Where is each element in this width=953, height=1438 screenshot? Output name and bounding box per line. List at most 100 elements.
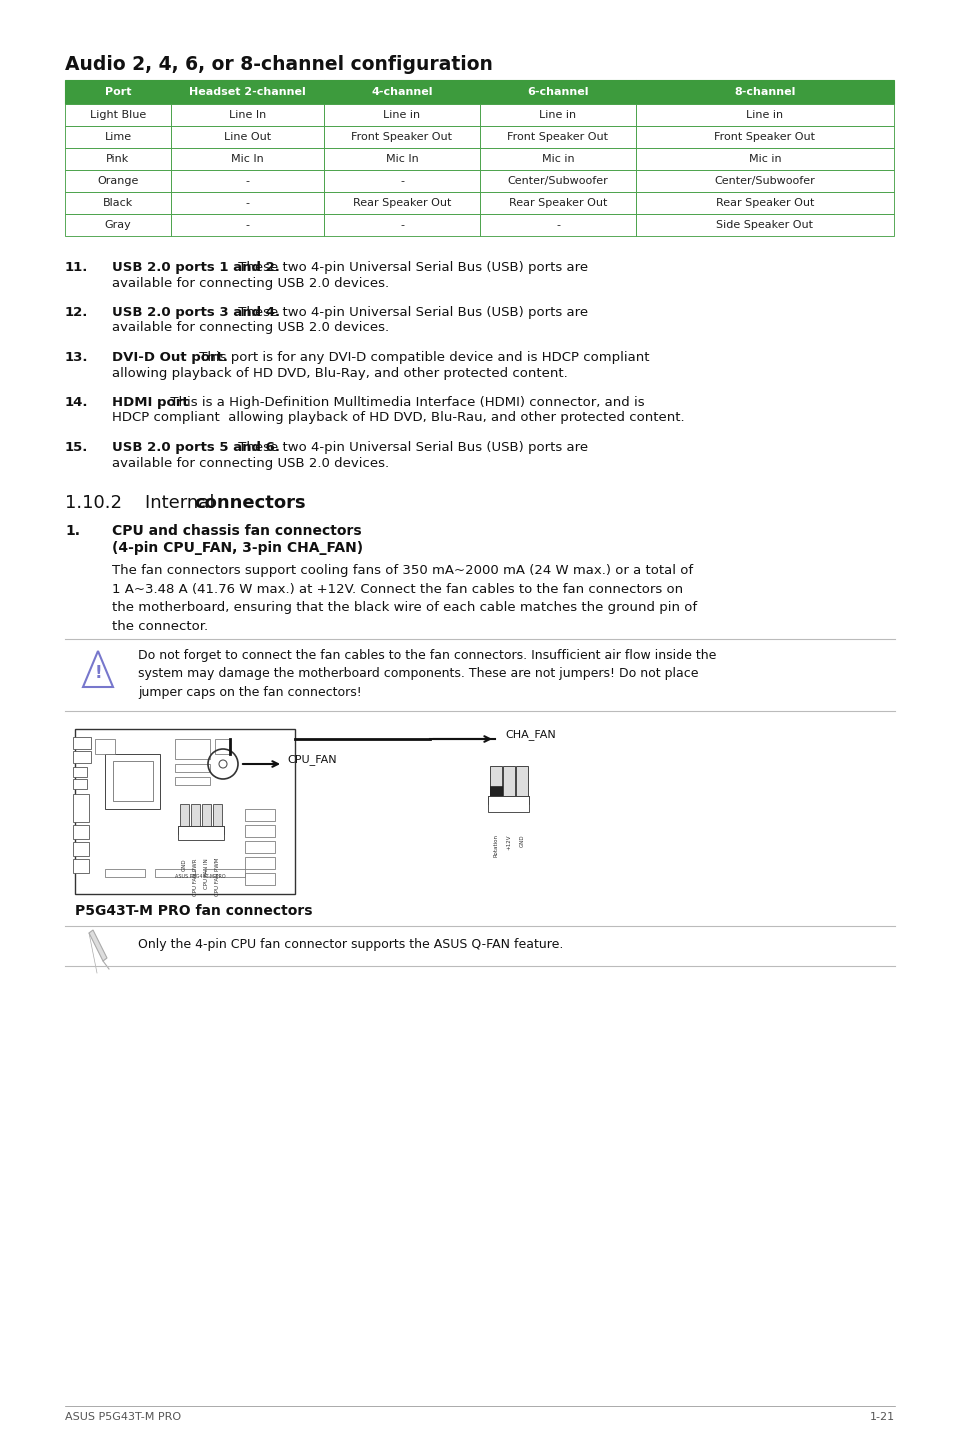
Text: ASUS P5G43T-M PRO: ASUS P5G43T-M PRO bbox=[174, 873, 226, 879]
Text: available for connecting USB 2.0 devices.: available for connecting USB 2.0 devices… bbox=[112, 456, 389, 469]
Text: Rear Speaker Out: Rear Speaker Out bbox=[508, 198, 606, 209]
Text: CPU FAN PWR: CPU FAN PWR bbox=[193, 858, 198, 896]
Text: USB 2.0 ports 5 and 6.: USB 2.0 ports 5 and 6. bbox=[112, 441, 280, 454]
Bar bbox=[205, 869, 245, 877]
Text: CPU_FAN: CPU_FAN bbox=[287, 755, 336, 765]
Bar bbox=[73, 751, 91, 764]
Bar bbox=[488, 797, 529, 804]
Bar bbox=[112, 761, 152, 801]
Bar bbox=[73, 825, 89, 838]
Text: -: - bbox=[245, 175, 250, 186]
Bar bbox=[324, 170, 479, 193]
Text: HDCP compliant  allowing playback of HD DVD, Blu-Rau, and other protected conten: HDCP compliant allowing playback of HD D… bbox=[112, 411, 684, 424]
Text: Mic In: Mic In bbox=[385, 154, 418, 164]
Bar bbox=[479, 170, 636, 193]
Bar bbox=[636, 81, 893, 104]
Bar bbox=[73, 843, 89, 856]
Text: 8-channel: 8-channel bbox=[734, 88, 795, 96]
Text: -: - bbox=[245, 220, 250, 230]
Bar bbox=[171, 170, 324, 193]
Bar bbox=[171, 81, 324, 104]
Text: HDMI port: HDMI port bbox=[112, 395, 189, 408]
Bar bbox=[95, 739, 115, 754]
Text: -: - bbox=[245, 198, 250, 209]
Bar bbox=[516, 766, 527, 797]
Text: . This is a High-Definition Mulltimedia Interface (HDMI) connector, and is: . This is a High-Definition Mulltimedia … bbox=[162, 395, 644, 408]
Text: Audio 2, 4, 6, or 8-channel configuration: Audio 2, 4, 6, or 8-channel configuratio… bbox=[65, 55, 493, 73]
Bar bbox=[636, 104, 893, 127]
Text: Side Speaker Out: Side Speaker Out bbox=[716, 220, 813, 230]
Text: 1.: 1. bbox=[65, 523, 80, 538]
Bar bbox=[479, 214, 636, 236]
Text: 11.: 11. bbox=[65, 262, 89, 275]
Bar bbox=[174, 739, 210, 759]
Text: GND: GND bbox=[182, 858, 187, 870]
Bar bbox=[214, 739, 230, 754]
Text: Rear Speaker Out: Rear Speaker Out bbox=[353, 198, 451, 209]
Bar bbox=[171, 214, 324, 236]
Bar bbox=[180, 804, 189, 825]
Text: USB 2.0 ports 1 and 2.: USB 2.0 ports 1 and 2. bbox=[112, 262, 279, 275]
Bar bbox=[324, 193, 479, 214]
Bar bbox=[479, 193, 636, 214]
Text: Line in: Line in bbox=[538, 109, 576, 119]
Text: Line Out: Line Out bbox=[224, 132, 271, 142]
Bar bbox=[479, 127, 636, 148]
Bar bbox=[65, 148, 171, 170]
Bar bbox=[245, 857, 274, 869]
Bar bbox=[171, 127, 324, 148]
Bar bbox=[479, 148, 636, 170]
Text: Rear Speaker Out: Rear Speaker Out bbox=[715, 198, 813, 209]
Bar bbox=[73, 738, 91, 749]
Bar bbox=[73, 779, 87, 789]
Bar bbox=[105, 754, 160, 810]
Text: Black: Black bbox=[103, 198, 133, 209]
Bar bbox=[636, 214, 893, 236]
Text: Only the 4-pin CPU fan connector supports the ASUS Q-FAN feature.: Only the 4-pin CPU fan connector support… bbox=[138, 938, 563, 951]
Text: Front Speaker Out: Front Speaker Out bbox=[714, 132, 815, 142]
Text: 12.: 12. bbox=[65, 306, 89, 319]
Bar bbox=[154, 869, 194, 877]
Text: GND: GND bbox=[519, 834, 524, 847]
Bar bbox=[65, 127, 171, 148]
Bar bbox=[245, 841, 274, 853]
Text: 13.: 13. bbox=[65, 351, 89, 364]
Bar bbox=[324, 104, 479, 127]
Bar bbox=[636, 193, 893, 214]
Bar bbox=[191, 804, 200, 825]
Text: These two 4-pin Universal Serial Bus (USB) ports are: These two 4-pin Universal Serial Bus (US… bbox=[233, 441, 588, 454]
Text: Orange: Orange bbox=[97, 175, 138, 186]
Bar bbox=[636, 148, 893, 170]
Bar bbox=[171, 148, 324, 170]
Bar bbox=[174, 777, 210, 785]
Bar bbox=[324, 214, 479, 236]
Text: Pink: Pink bbox=[107, 154, 130, 164]
Bar bbox=[105, 869, 145, 877]
Bar bbox=[324, 148, 479, 170]
Bar bbox=[65, 193, 171, 214]
Text: These two 4-pin Universal Serial Bus (USB) ports are: These two 4-pin Universal Serial Bus (US… bbox=[233, 262, 588, 275]
Text: Line in: Line in bbox=[745, 109, 782, 119]
Bar bbox=[178, 825, 224, 840]
Text: These two 4-pin Universal Serial Bus (USB) ports are: These two 4-pin Universal Serial Bus (US… bbox=[233, 306, 588, 319]
Text: Port: Port bbox=[105, 88, 132, 96]
Text: Front Speaker Out: Front Speaker Out bbox=[507, 132, 608, 142]
Text: !: ! bbox=[94, 664, 102, 682]
Text: The fan connectors support cooling fans of 350 mA~2000 mA (24 W max.) or a total: The fan connectors support cooling fans … bbox=[112, 564, 697, 633]
Text: Center/Subwoofer: Center/Subwoofer bbox=[507, 175, 608, 186]
Text: Mic in: Mic in bbox=[541, 154, 574, 164]
Bar bbox=[65, 170, 171, 193]
Bar bbox=[65, 104, 171, 127]
Bar bbox=[73, 858, 89, 873]
Bar bbox=[75, 729, 294, 894]
Text: Gray: Gray bbox=[105, 220, 132, 230]
Bar bbox=[636, 127, 893, 148]
Bar bbox=[324, 81, 479, 104]
Text: connectors: connectors bbox=[194, 495, 306, 512]
Text: Line In: Line In bbox=[229, 109, 266, 119]
Text: DVI-D Out port.: DVI-D Out port. bbox=[112, 351, 228, 364]
Text: 14.: 14. bbox=[65, 395, 89, 408]
Bar bbox=[65, 214, 171, 236]
Text: -: - bbox=[399, 175, 403, 186]
Text: 4-channel: 4-channel bbox=[371, 88, 433, 96]
